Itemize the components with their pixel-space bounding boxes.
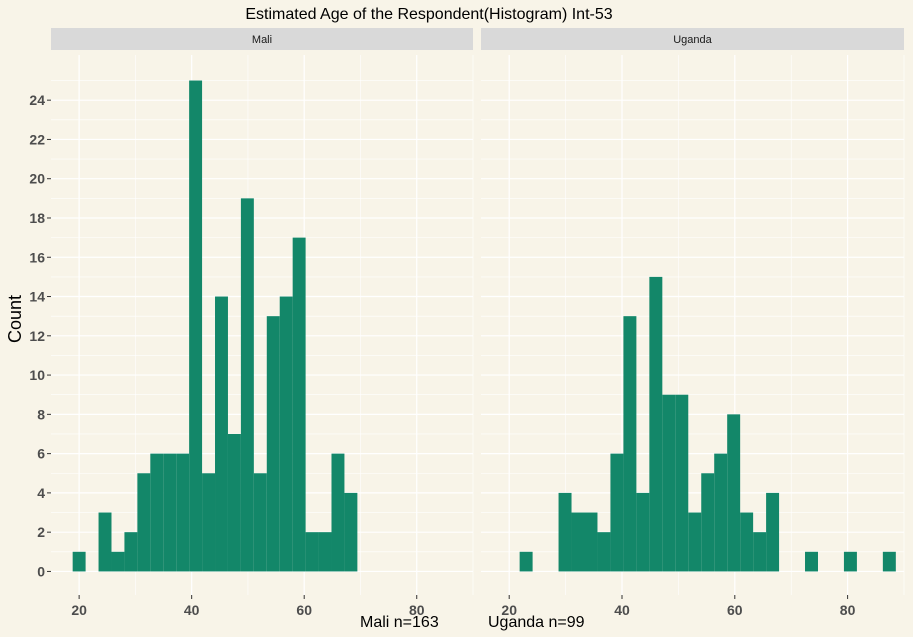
y-axis-title: Count: [5, 295, 25, 343]
bar-mali-21: [344, 492, 358, 572]
bar-uganda-4: [571, 512, 585, 572]
bar-uganda-6: [597, 532, 611, 572]
x-tick-label: 60: [296, 602, 312, 618]
bar-mali-5: [137, 473, 151, 572]
bar-mali-11: [215, 296, 228, 572]
bar-uganda-16: [727, 414, 741, 572]
mali-caption: Mali n=163: [360, 614, 439, 631]
bar-mali-4: [124, 532, 138, 572]
y-tick-label: 0: [37, 563, 45, 579]
y-tick-label: 10: [29, 367, 45, 383]
bar-uganda-20: [805, 551, 818, 572]
strip-label-uganda: Uganda: [673, 34, 712, 46]
strip-label-mali: Mali: [252, 34, 272, 46]
bar-uganda-5: [584, 512, 598, 572]
x-tick-label: 80: [840, 602, 856, 618]
bar-mali-8: [176, 453, 190, 572]
y-tick-label: 12: [29, 328, 45, 344]
bar-uganda-3: [558, 492, 572, 572]
strip-uganda: [481, 28, 904, 50]
bar-uganda-19: [766, 492, 780, 572]
bar-uganda-10: [649, 276, 663, 572]
x-tick-label: 20: [71, 602, 87, 618]
bar-uganda-9: [636, 492, 650, 572]
bar-mali-18: [305, 532, 319, 572]
chart-title: Estimated Age of the Respondent(Histogra…: [245, 6, 612, 23]
bar-uganda-0: [519, 551, 533, 572]
bar-mali-17: [292, 237, 306, 572]
gridlines-uganda: [481, 55, 905, 595]
bar-mali-15: [266, 316, 280, 572]
bar-mali-14: [253, 473, 267, 572]
uganda-caption: Uganda n=99: [488, 614, 585, 631]
y-tick-label: 14: [29, 289, 45, 305]
bar-uganda-14: [701, 473, 715, 572]
x-tick-label: 40: [184, 602, 200, 618]
bar-uganda-15: [714, 453, 728, 572]
bar-mali-13: [240, 198, 254, 572]
bar-mali-0: [72, 551, 86, 572]
y-tick-label: 24: [29, 92, 45, 108]
bar-mali-2: [98, 512, 112, 572]
bar-uganda-18: [753, 532, 767, 572]
y-tick-label: 4: [37, 485, 45, 501]
y-tick-label: 22: [29, 131, 45, 147]
bar-uganda-7: [610, 453, 624, 572]
y-tick-label: 6: [37, 446, 45, 462]
y-tick-label: 2: [37, 524, 45, 540]
bar-mali-7: [163, 453, 177, 572]
bar-mali-20: [331, 453, 345, 572]
y-tick-label: 18: [29, 210, 45, 226]
y-tick-label: 20: [29, 171, 45, 187]
bar-mali-16: [279, 296, 293, 572]
bar-mali-6: [150, 453, 164, 572]
x-tick-label: 60: [727, 602, 743, 618]
bar-uganda-17: [740, 512, 754, 572]
strip-mali: [51, 28, 473, 50]
bar-uganda-13: [688, 512, 702, 572]
bar-uganda-21: [843, 551, 857, 572]
bar-uganda-11: [662, 394, 676, 572]
bar-uganda-12: [675, 394, 689, 572]
y-tick-label: 16: [29, 249, 45, 265]
bar-uganda-22: [882, 551, 896, 572]
bar-mali-19: [318, 532, 332, 572]
x-tick-label: 40: [614, 602, 630, 618]
bar-uganda-8: [623, 316, 637, 572]
panel-mali: Mali 20 40 60 80: [51, 28, 474, 618]
bar-mali-10: [202, 473, 216, 572]
bar-mali-9: [189, 80, 203, 572]
bar-mali-3: [111, 551, 125, 572]
x-tick-label: 20: [501, 602, 517, 618]
bar-mali-12: [227, 433, 241, 572]
x-tick-label: 80: [409, 602, 425, 618]
y-tick-label: 8: [37, 406, 45, 422]
panel-uganda: Uganda 20 40 60 80: [481, 28, 905, 618]
